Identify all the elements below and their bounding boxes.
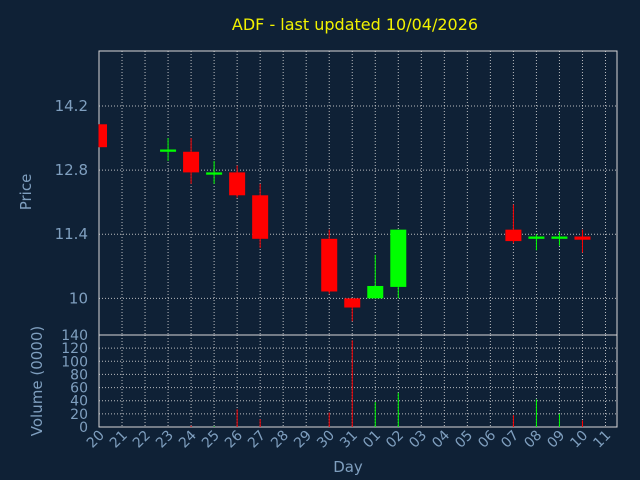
- x-tick-label: 27: [245, 428, 269, 452]
- candle-body: [252, 195, 269, 239]
- x-tick-label: 24: [176, 427, 200, 451]
- candle-body: [321, 238, 338, 292]
- x-tick-label: 07: [498, 428, 522, 452]
- price-y-tick-label: 12.8: [55, 161, 88, 179]
- candle-body: [505, 229, 522, 242]
- candle-body: [367, 285, 384, 299]
- candle-body: [528, 236, 545, 239]
- price-gridlines: [99, 51, 617, 335]
- x-tick-label: 04: [429, 427, 453, 451]
- price-y-tick-label: 14.2: [55, 97, 88, 115]
- x-tick-label: 29: [291, 428, 315, 452]
- x-tick-label: 31: [337, 428, 361, 452]
- candle-body: [229, 172, 246, 196]
- x-tick-label: 30: [314, 428, 338, 452]
- price-y-axis-label: Price: [17, 174, 35, 211]
- volume-y-tick-label: 20: [70, 407, 88, 423]
- volume-y-tick-label: 40: [70, 394, 88, 410]
- price-panel-frame: [98, 50, 618, 336]
- volume-y-tick-label: 80: [70, 367, 88, 383]
- candle-body: [574, 236, 591, 240]
- volume-y-tick-label: 120: [61, 341, 88, 357]
- x-tick-label: 03: [406, 428, 430, 452]
- x-axis-ticks: 20 21 22 23 24 25 26 27 28 29 30 31 01 02 03 04 05 06 07 08…: [84, 427, 614, 451]
- price-y-tick-label: 11.4: [55, 225, 88, 243]
- x-axis-label: Day: [333, 458, 363, 476]
- volume-y-tick-label: 140: [61, 328, 88, 344]
- price-candles: [98, 124, 591, 322]
- candle-body: [183, 151, 200, 173]
- x-tick-label: 06: [475, 427, 499, 451]
- volume-y-tick-label: 0: [79, 420, 88, 436]
- x-tick-label: 02: [383, 428, 407, 452]
- x-tick-label: 26: [222, 427, 246, 451]
- x-tick-label: 25: [199, 428, 223, 452]
- x-tick-label: 09: [544, 428, 568, 452]
- x-tick-label: 01: [360, 428, 384, 452]
- x-tick-label: 28: [268, 428, 292, 452]
- x-tick-label: 21: [107, 428, 131, 452]
- volume-panel-frame: [98, 334, 618, 428]
- candle-body: [551, 236, 568, 239]
- volume-y-tick-label: 100: [61, 354, 88, 370]
- x-tick-label: 05: [452, 428, 476, 452]
- x-tick-label: 23: [153, 428, 177, 452]
- volume-y-axis-label: Volume (0000): [28, 326, 46, 436]
- x-tick-label: 22: [130, 428, 154, 452]
- price-y-tick-label: 10: [69, 289, 88, 307]
- x-tick-label: 08: [521, 428, 545, 452]
- candle-body: [160, 149, 177, 152]
- price-panel: 10 11.4 12.8 14.2 Price: [17, 50, 618, 336]
- volume-gridlines: [99, 335, 617, 427]
- x-tick-label: 10: [567, 428, 591, 452]
- price-y-ticks: 10 11.4 12.8 14.2: [55, 97, 88, 307]
- candle-body: [99, 124, 107, 148]
- candle-body: [390, 229, 407, 287]
- volume-bars: [190, 340, 583, 427]
- candle-body: [206, 172, 223, 175]
- chart-title: ADF - last updated 10/04/2026: [232, 15, 478, 34]
- volume-y-tick-label: 60: [70, 381, 88, 397]
- candle-body: [344, 298, 361, 308]
- x-tick-label: 11: [590, 428, 614, 452]
